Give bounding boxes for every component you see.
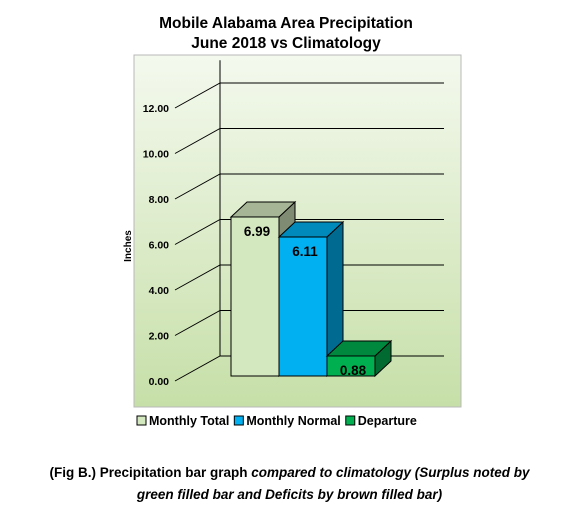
legend-label: Monthly Normal: [246, 414, 340, 428]
data-label: 6.99: [244, 224, 270, 239]
legend-swatch: [345, 415, 356, 426]
y-tick-label: 4.00: [149, 285, 170, 297]
legend: Monthly Total Monthly Normal Departure: [136, 414, 417, 428]
bar-front: [326, 355, 376, 377]
y-tick-label: 0.00: [149, 376, 170, 388]
caption-part2: compared to climatology (Surplus noted b…: [251, 465, 530, 480]
y-tick-label: 6.00: [149, 240, 170, 252]
legend-swatch: [136, 415, 147, 426]
legend-item: Monthly Total: [136, 414, 229, 428]
precipitation-chart: Mobile Alabama Area Precipitation June 2…: [123, 15, 462, 428]
data-label: 6.11: [292, 244, 318, 259]
y-axis-ticks: 0.00 2.00 4.00 6.00 8.00 10.00 12.00: [143, 103, 169, 388]
y-tick-label: 12.00: [143, 103, 169, 115]
data-label: 0.88: [340, 363, 367, 378]
caption-line2: green filled bar and Deficits by brown f…: [136, 487, 443, 502]
y-tick-label: 10.00: [143, 149, 169, 161]
bar-front: [230, 216, 280, 377]
legend-label: Departure: [358, 414, 417, 428]
bars: 6.99 6.11 0.88: [229, 200, 393, 378]
legend-label: Monthly Total: [149, 414, 229, 428]
y-axis-label: Inches: [123, 230, 134, 262]
y-tick-label: 2.00: [149, 331, 170, 343]
chart-title: Mobile Alabama Area Precipitation: [159, 15, 413, 32]
y-tick-label: 8.00: [149, 194, 170, 206]
bar-departure: 0.88: [325, 339, 393, 378]
caption-part1: (Fig B.) Precipitation bar graph: [49, 465, 252, 480]
figure-caption: (Fig B.) Precipitation bar graph compare…: [0, 462, 579, 506]
bar-monthly-normal: 6.11: [277, 220, 345, 378]
chart-subtitle: June 2018 vs Climatology: [191, 35, 381, 52]
bar-front: [278, 236, 328, 377]
legend-item: Monthly Normal: [233, 414, 341, 428]
legend-item: Departure: [345, 414, 417, 428]
legend-swatch: [233, 415, 244, 426]
